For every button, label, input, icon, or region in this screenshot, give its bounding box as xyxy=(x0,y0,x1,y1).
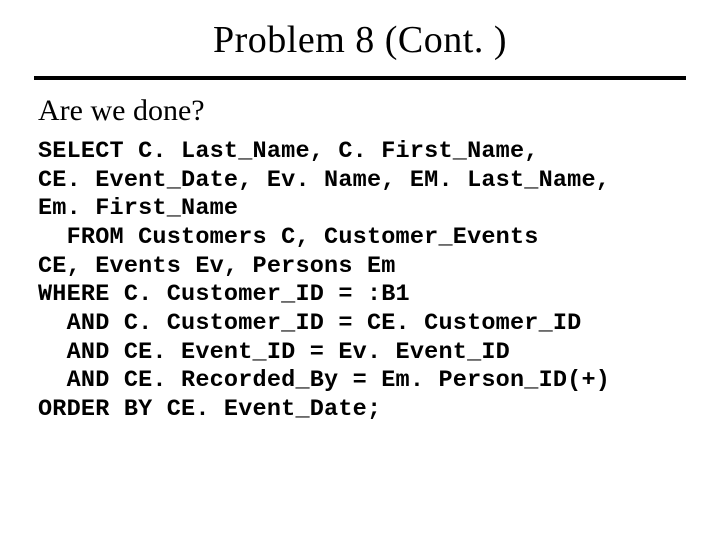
code-line: Em. First_Name xyxy=(38,195,238,222)
code-line: AND C. Customer_ID = CE. Customer_ID xyxy=(38,310,582,337)
code-line: FROM Customers C, Customer_Events xyxy=(38,224,539,251)
slide-title: Problem 8 (Cont. ) xyxy=(0,0,720,76)
code-line: ORDER BY CE. Event_Date; xyxy=(38,396,381,423)
code-line: AND CE. Recorded_By = Em. Person_ID(+) xyxy=(38,367,610,394)
subheading: Are we done? xyxy=(38,94,720,128)
slide: Problem 8 (Cont. ) Are we done? SELECT C… xyxy=(0,0,720,540)
code-line: SELECT C. Last_Name, C. First_Name, xyxy=(38,138,539,165)
divider xyxy=(34,76,686,80)
code-line: WHERE C. Customer_ID = :B1 xyxy=(38,281,410,308)
code-line: CE, Events Ev, Persons Em xyxy=(38,253,396,280)
sql-code-block: SELECT C. Last_Name, C. First_Name, CE. … xyxy=(38,138,690,425)
code-line: AND CE. Event_ID = Ev. Event_ID xyxy=(38,339,510,366)
code-line: CE. Event_Date, Ev. Name, EM. Last_Name, xyxy=(38,167,610,194)
